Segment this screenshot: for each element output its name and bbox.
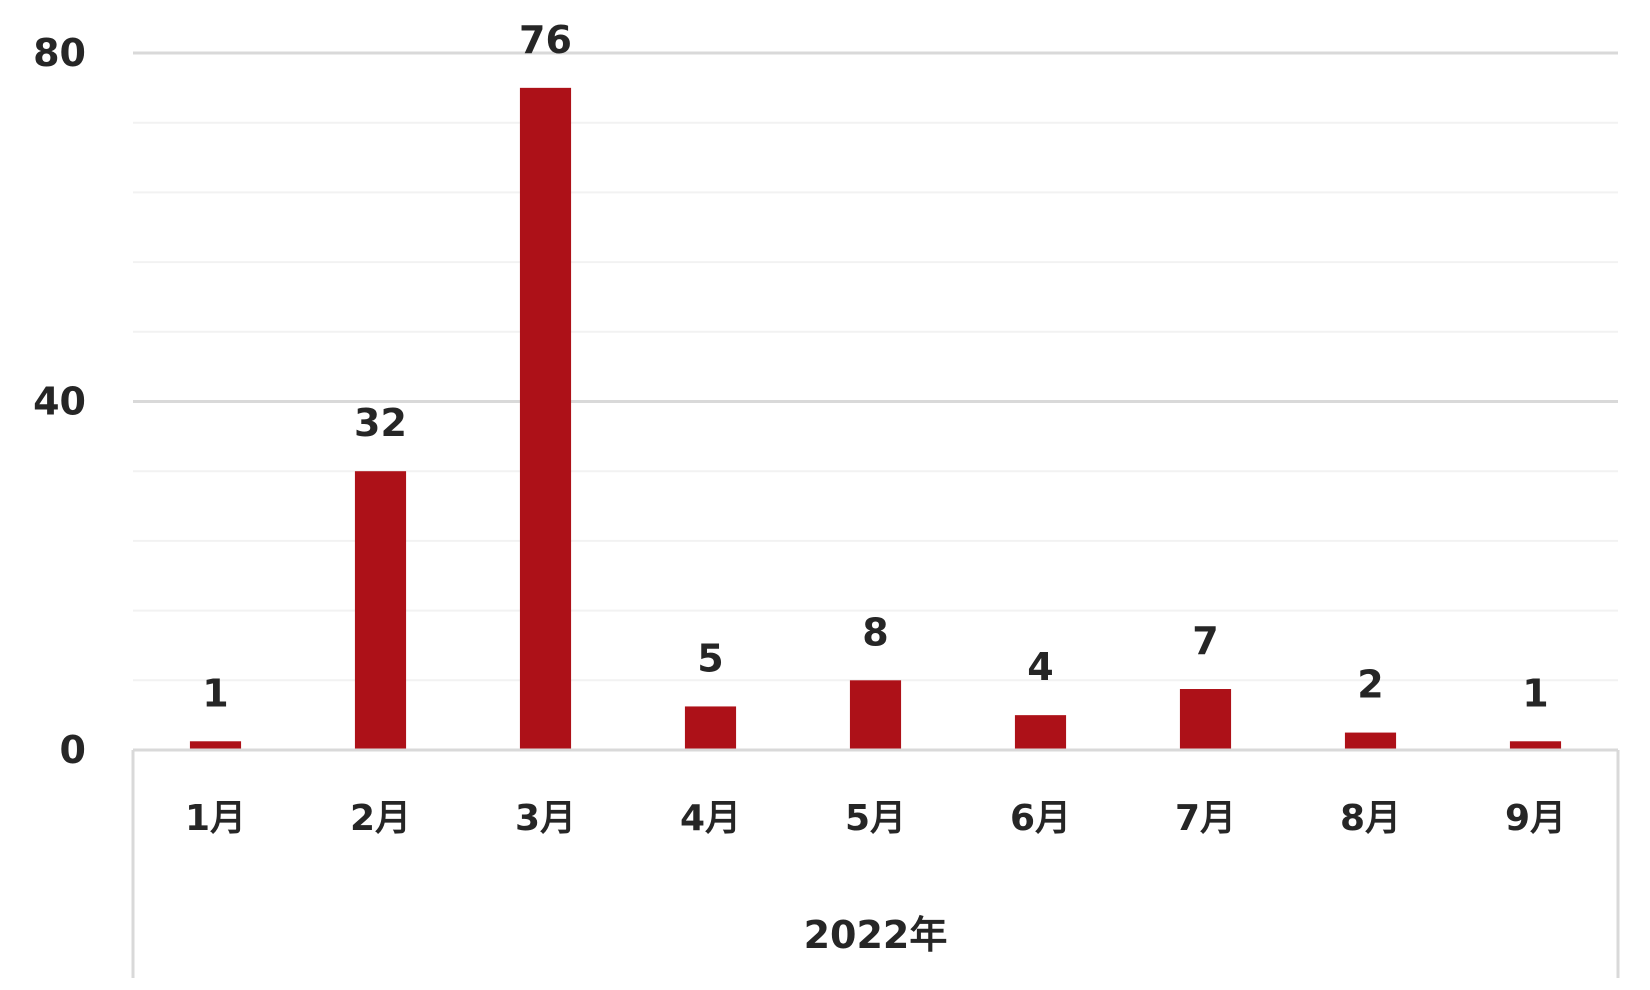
category-label: 8月 [1340, 798, 1401, 839]
category-label: 5月 [845, 798, 906, 839]
bar [684, 706, 737, 750]
data-label: 2 [1357, 663, 1383, 707]
bar [1179, 689, 1232, 750]
data-label: 76 [519, 18, 572, 62]
bar [1509, 741, 1562, 750]
data-label: 4 [1027, 645, 1053, 689]
category-label: 6月 [1010, 798, 1071, 839]
bar [189, 741, 242, 750]
data-label: 1 [1522, 671, 1548, 715]
y-tick-label: 40 [33, 380, 86, 424]
category-label: 7月 [1175, 798, 1236, 839]
data-labels: 1 32 76 5 8 4 7 2 1 [202, 18, 1548, 715]
data-label: 32 [354, 401, 407, 445]
category-label: 4月 [680, 798, 741, 839]
group-label: 2022年 [804, 913, 948, 957]
data-label: 1 [202, 671, 228, 715]
category-axis: 1月 2月 3月 4月 5月 6月 7月 8月 9月 [131, 748, 1620, 978]
data-label: 8 [862, 610, 888, 654]
data-label: 5 [697, 636, 723, 680]
data-label: 7 [1192, 619, 1218, 663]
y-tick-label: 80 [33, 31, 86, 75]
bar [1014, 715, 1067, 750]
bar [354, 471, 407, 750]
bar [519, 87, 572, 751]
y-axis-ticks: 0 40 80 [33, 31, 86, 772]
category-label: 1月 [185, 798, 246, 839]
bar [1344, 732, 1397, 750]
category-label: 9月 [1505, 798, 1566, 839]
bar [849, 680, 902, 750]
bars [189, 87, 1562, 751]
category-label: 3月 [515, 798, 576, 839]
y-tick-label: 0 [60, 728, 86, 772]
category-label: 2月 [350, 798, 411, 839]
